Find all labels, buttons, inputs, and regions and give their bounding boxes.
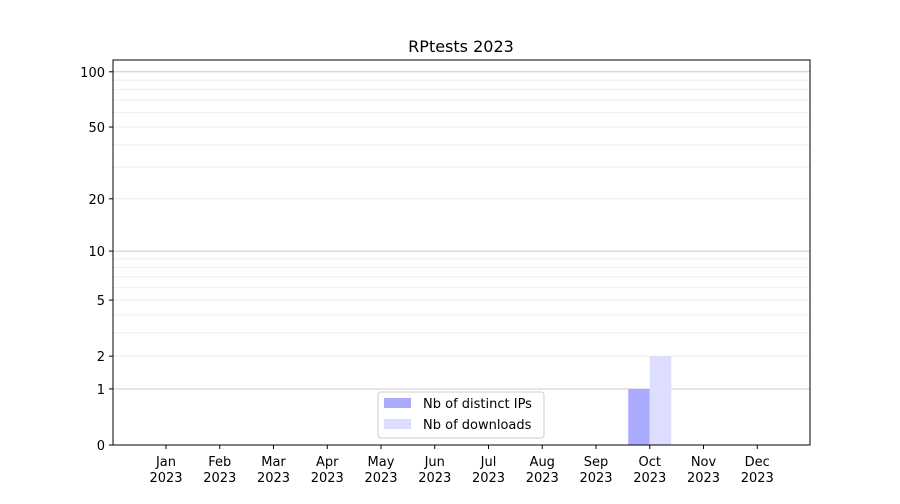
plot-frame <box>112 59 811 446</box>
legend-label: Nb of downloads <box>423 418 532 433</box>
x-tick-label: Nov 2023 <box>687 455 720 486</box>
x-tick-label: May 2023 <box>364 455 397 486</box>
y-tick-label: 10 <box>88 245 105 260</box>
x-tick-label: Jul 2023 <box>472 455 505 486</box>
x-tick-label: Jun 2023 <box>418 455 451 486</box>
bar-distinct-ips <box>628 388 650 445</box>
x-tick-label: Apr 2023 <box>311 455 344 486</box>
legend-label: Nb of distinct IPs <box>423 397 532 412</box>
x-tick-label: Mar 2023 <box>257 455 290 486</box>
bar-downloads <box>649 356 672 445</box>
y-tick-label: 20 <box>88 193 105 208</box>
y-tick-label: 2 <box>97 350 105 365</box>
legend: Nb of distinct IPs Nb of downloads <box>377 391 545 439</box>
chart-title: RPtests 2023 <box>408 37 514 56</box>
y-tick-label: 100 <box>80 66 105 81</box>
legend-swatch <box>384 419 411 429</box>
y-tick-label: 5 <box>97 294 105 309</box>
x-tick-label: Feb 2023 <box>203 455 236 486</box>
legend-swatch <box>384 398 411 408</box>
x-tick-label: Jan 2023 <box>149 455 182 486</box>
y-tick-label: 0 <box>97 439 105 454</box>
y-tick-label: 1 <box>97 383 105 398</box>
x-tick-label: Oct 2023 <box>633 455 666 486</box>
x-tick-label: Aug 2023 <box>526 455 559 486</box>
y-tick-label: 50 <box>88 121 105 136</box>
x-tick-label: Dec 2023 <box>741 455 774 486</box>
legend-box <box>377 391 545 439</box>
x-tick-label: Sep 2023 <box>579 455 612 486</box>
